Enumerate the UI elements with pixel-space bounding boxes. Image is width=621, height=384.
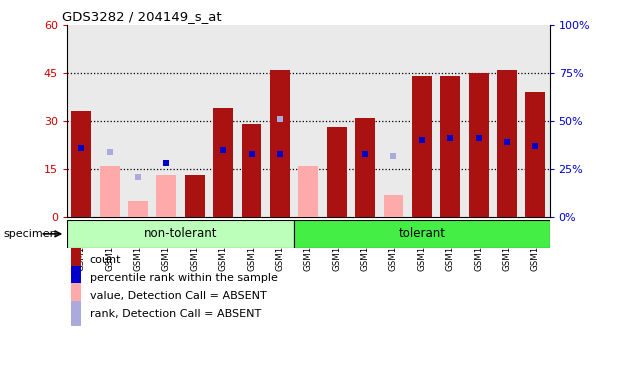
Bar: [71, 248, 81, 273]
Bar: [71, 111, 91, 217]
Bar: [384, 195, 404, 217]
Bar: [525, 92, 545, 217]
Bar: [67, 220, 294, 248]
Bar: [71, 301, 81, 326]
Bar: [71, 283, 81, 308]
Bar: [407, 25, 436, 217]
Bar: [67, 25, 96, 217]
Bar: [322, 25, 351, 217]
Text: percentile rank within the sample: percentile rank within the sample: [89, 273, 278, 283]
Bar: [351, 25, 379, 217]
Text: count: count: [89, 255, 121, 265]
Bar: [152, 25, 181, 217]
Bar: [299, 166, 318, 217]
Bar: [493, 25, 521, 217]
Bar: [181, 25, 209, 217]
Text: tolerant: tolerant: [398, 227, 445, 240]
Bar: [469, 73, 489, 217]
Bar: [465, 25, 493, 217]
Text: non-tolerant: non-tolerant: [144, 227, 217, 240]
Bar: [379, 25, 407, 217]
Text: rank, Detection Call = ABSENT: rank, Detection Call = ABSENT: [89, 309, 261, 319]
Text: specimen: specimen: [3, 229, 57, 239]
Bar: [156, 175, 176, 217]
Bar: [412, 76, 432, 217]
Bar: [266, 25, 294, 217]
Bar: [270, 70, 290, 217]
Bar: [71, 266, 81, 291]
Bar: [213, 108, 233, 217]
Bar: [96, 25, 124, 217]
Bar: [209, 25, 237, 217]
Text: GDS3282 / 204149_s_at: GDS3282 / 204149_s_at: [61, 10, 222, 23]
Bar: [294, 25, 322, 217]
Bar: [185, 175, 205, 217]
Bar: [100, 166, 120, 217]
Bar: [242, 124, 261, 217]
Bar: [128, 201, 148, 217]
Bar: [436, 25, 465, 217]
Bar: [440, 76, 460, 217]
Bar: [294, 220, 550, 248]
Text: value, Detection Call = ABSENT: value, Detection Call = ABSENT: [89, 291, 266, 301]
Bar: [124, 25, 152, 217]
Bar: [237, 25, 266, 217]
Bar: [521, 25, 550, 217]
Bar: [327, 127, 347, 217]
Bar: [497, 70, 517, 217]
Bar: [355, 118, 375, 217]
